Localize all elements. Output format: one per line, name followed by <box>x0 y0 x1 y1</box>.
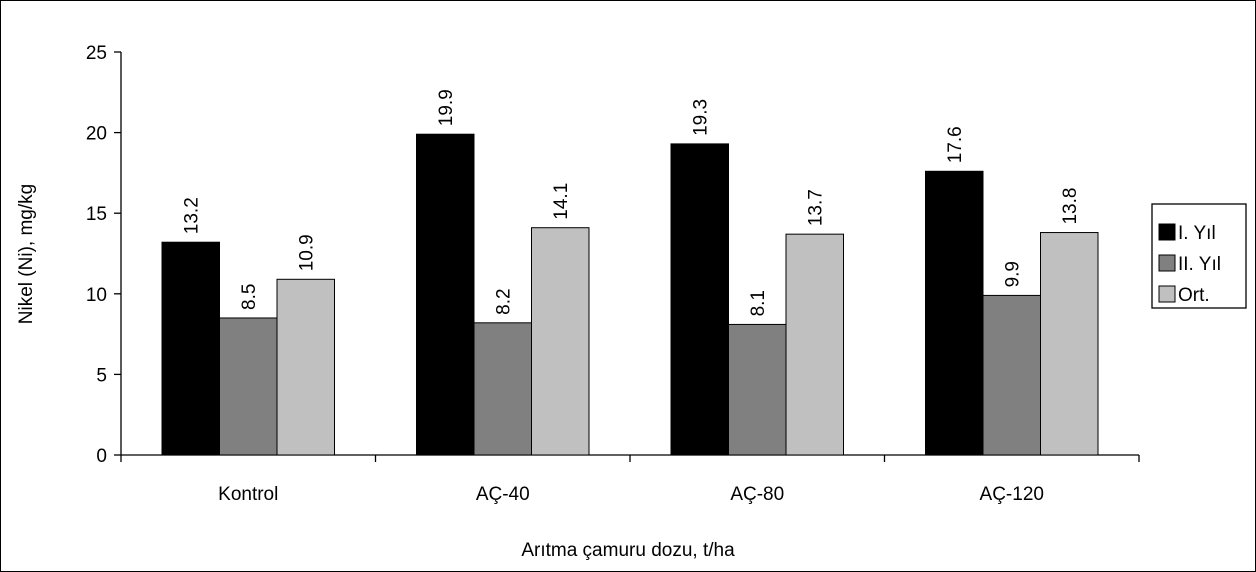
bar-value-label: 14.1 <box>551 183 572 220</box>
bar <box>416 133 475 456</box>
bar <box>728 323 787 456</box>
bar-value-label: 17.6 <box>945 126 966 163</box>
bar <box>473 322 532 456</box>
y-tick-label: 5 <box>96 365 107 386</box>
y-tick-label: 20 <box>86 124 107 145</box>
bar-value-label: 8.1 <box>748 290 769 316</box>
x-category-label: AÇ-80 <box>730 484 784 505</box>
y-axis-title: Nikel (Ni), mg/kg <box>16 184 37 324</box>
bar <box>670 143 729 456</box>
legend-swatch <box>1158 223 1176 241</box>
legend-label: II. Yıl <box>1178 254 1221 275</box>
bar <box>982 294 1041 456</box>
x-category-label: AÇ-40 <box>476 484 530 505</box>
bar <box>1040 232 1099 456</box>
bar <box>219 317 278 456</box>
x-category-label: AÇ-120 <box>980 484 1044 505</box>
bar-value-label: 10.9 <box>297 234 318 271</box>
bar-value-label: 8.2 <box>494 288 515 314</box>
legend-label: I. Yıl <box>1178 223 1216 244</box>
y-tick-label: 25 <box>86 43 107 64</box>
bar-value-label: 8.5 <box>239 284 260 310</box>
y-tick-label: 0 <box>96 446 107 467</box>
legend: I. Yıl II. Yıl Ort. <box>1151 203 1247 309</box>
legend-swatch <box>1158 285 1176 303</box>
bar <box>925 170 984 456</box>
bar-value-label: 9.9 <box>1003 261 1024 287</box>
x-axis-title: Arıtma çamuru dozu, t/ha <box>521 540 735 561</box>
legend-swatch <box>1158 254 1176 272</box>
bar-value-label: 19.9 <box>436 89 457 126</box>
bar-value-label: 19.3 <box>691 99 712 136</box>
bar-value-label: 13.8 <box>1060 188 1081 225</box>
bar-value-label: 13.2 <box>182 197 203 234</box>
y-tick-label: 15 <box>86 204 107 225</box>
bar <box>785 233 844 456</box>
bar <box>161 241 220 456</box>
bar <box>531 227 590 456</box>
legend-label: Ort. <box>1178 285 1210 306</box>
y-tick-label: 10 <box>86 285 107 306</box>
bar-value-label: 13.7 <box>806 189 827 226</box>
bar <box>276 278 335 456</box>
x-category-label: Kontrol <box>218 484 278 505</box>
